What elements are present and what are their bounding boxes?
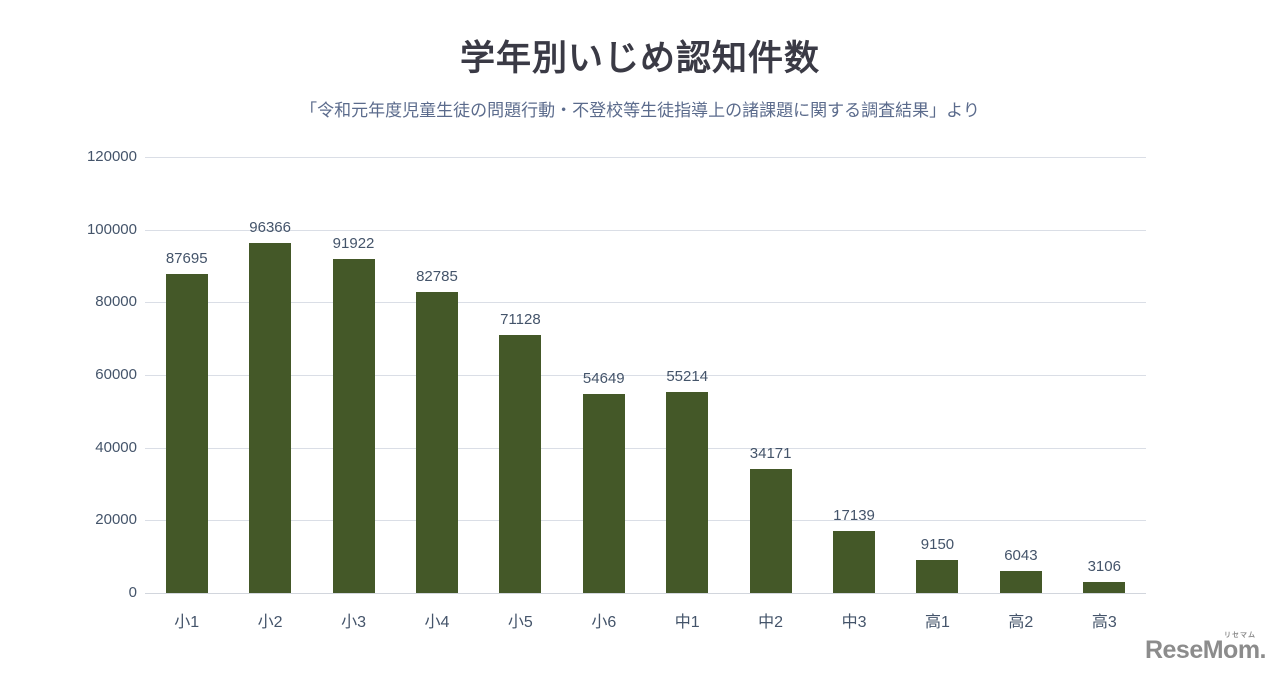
bar-中3 bbox=[833, 530, 876, 593]
gridline bbox=[145, 447, 1146, 449]
bar-高1 bbox=[916, 559, 959, 593]
bar-value-label: 96366 bbox=[249, 218, 291, 236]
bar-value-label: 3106 bbox=[1087, 557, 1121, 575]
gridline bbox=[145, 375, 1146, 376]
bar-value-label: 34171 bbox=[749, 444, 792, 462]
y-axis-tick-label: 120000 bbox=[86, 148, 137, 165]
x-axis-tick-label: 中1 bbox=[674, 614, 700, 631]
y-axis-tick-label: 100000 bbox=[86, 220, 137, 238]
x-axis-tick-label: 小3 bbox=[341, 614, 366, 631]
x-axis-tick-label: 中3 bbox=[841, 614, 867, 631]
bar-小4 bbox=[415, 292, 458, 593]
y-axis-tick-label: 60000 bbox=[95, 366, 137, 383]
bar-小2 bbox=[249, 242, 292, 593]
x-axis-tick-label: 小6 bbox=[591, 614, 617, 631]
bar-value-label: 54649 bbox=[582, 370, 625, 388]
bar-value-label: 91922 bbox=[332, 235, 375, 253]
y-axis-tick-label: 80000 bbox=[95, 293, 137, 311]
logo-ruby-text: リセマム bbox=[1224, 632, 1256, 639]
bar-value-label: 87695 bbox=[165, 250, 208, 268]
bar-value-label: 17139 bbox=[833, 506, 875, 524]
bar-小5 bbox=[499, 334, 542, 593]
gridline bbox=[145, 520, 1146, 522]
y-axis-tick-label: 0 bbox=[128, 584, 137, 601]
y-axis-tick-label: 20000 bbox=[95, 511, 137, 529]
gridline bbox=[145, 229, 1146, 231]
bar-value-label: 55214 bbox=[666, 368, 709, 386]
gridline bbox=[145, 302, 1146, 304]
y-axis-tick-label: 40000 bbox=[95, 438, 137, 456]
x-axis-tick-label: 小4 bbox=[424, 614, 450, 631]
bar-中1 bbox=[666, 392, 709, 593]
x-axis-baseline bbox=[145, 593, 1146, 594]
bar-高2 bbox=[999, 571, 1042, 593]
bar-小6 bbox=[582, 394, 625, 593]
bar-中2 bbox=[749, 468, 792, 593]
chart-title: 学年別いじめ認知件数 bbox=[459, 39, 820, 78]
x-axis-tick-label: 小2 bbox=[257, 614, 283, 631]
resemom-logo: リセマム ReseMom. bbox=[1144, 632, 1267, 665]
bar-小1 bbox=[165, 274, 208, 593]
bar-value-label: 82785 bbox=[416, 268, 458, 286]
x-axis-tick-label: 高2 bbox=[1008, 614, 1034, 631]
chart-subtitle: 「令和元年度児童生徒の問題行動・不登校等生徒指導上の諸課題に関する調査結果」より bbox=[300, 101, 980, 120]
x-axis-tick-label: 高1 bbox=[925, 614, 950, 631]
x-axis-tick-label: 小5 bbox=[507, 614, 533, 631]
bar-value-label: 71128 bbox=[500, 310, 541, 328]
logo-text: ReseMom. bbox=[1144, 636, 1267, 664]
bar-value-label: 6043 bbox=[1004, 547, 1038, 565]
bar-value-label: 9150 bbox=[920, 535, 955, 553]
x-axis-tick-label: 中2 bbox=[758, 614, 784, 631]
x-axis-tick-label: 高3 bbox=[1091, 614, 1117, 631]
x-axis-tick-label: 小1 bbox=[174, 614, 200, 631]
bar-高3 bbox=[1083, 581, 1126, 593]
bar-小3 bbox=[332, 259, 375, 593]
gridline bbox=[145, 157, 1146, 158]
